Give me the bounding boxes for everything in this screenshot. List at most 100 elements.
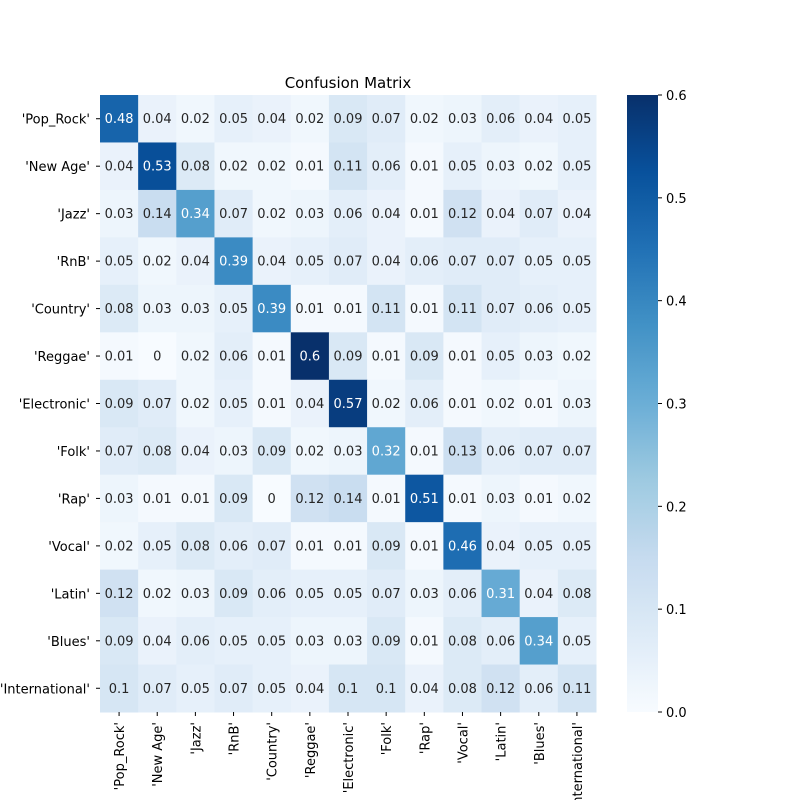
heatmap-cell (367, 237, 406, 286)
cell-value-label: 0.03 (219, 444, 248, 459)
cell-value-label: 0.05 (257, 682, 286, 697)
heatmap-cell (100, 142, 139, 191)
cell-value-label: 0.04 (257, 255, 286, 270)
cell-value-label: 0.06 (334, 207, 363, 222)
cell-value-label: 0.12 (448, 207, 477, 222)
heatmap-cell (252, 379, 292, 428)
heatmap-cell (290, 189, 330, 238)
colorbar-tick-label: 0.0 (666, 706, 687, 721)
heatmap-cell (290, 617, 330, 666)
heatmap-cell (367, 474, 406, 523)
heatmap-cell (367, 95, 406, 143)
colorbar-tick-label: 0.5 (666, 192, 687, 207)
heatmap-cell (176, 237, 215, 286)
cell-value-label: 0.05 (219, 112, 248, 127)
cell-value-label: 0.02 (105, 539, 134, 554)
heatmap-cell (481, 664, 521, 713)
cell-value-label: 0.04 (562, 207, 591, 222)
heatmap-cell (557, 237, 597, 286)
cell-value-label: 0.12 (486, 682, 515, 697)
heatmap-cell (138, 427, 177, 476)
y-tick-label: 'Folk' (57, 445, 90, 460)
heatmap-cell (519, 284, 559, 333)
y-tick-label: 'Rap' (58, 492, 90, 507)
cell-value-label: 0.03 (295, 634, 324, 649)
cell-value-label: 0.08 (448, 634, 477, 649)
heatmap-cell (405, 379, 444, 428)
heatmap-cell (290, 237, 330, 286)
heatmap-cell (328, 142, 368, 191)
heatmap-cell (252, 569, 292, 618)
heatmap-cell (481, 142, 521, 191)
cell-value-label: 0.06 (486, 634, 515, 649)
cell-value-label: 0.05 (562, 112, 591, 127)
heatmap-cell (100, 664, 139, 713)
heatmap-cell (328, 284, 368, 333)
cell-value-label: 0.39 (257, 302, 286, 317)
heatmap-cell (214, 522, 254, 571)
heatmap-cell (443, 284, 483, 333)
cell-value-label: 0.01 (372, 492, 401, 507)
heatmap-cell (100, 379, 139, 428)
cell-value-label: 0.12 (295, 492, 324, 507)
heatmap-cell (443, 617, 483, 666)
cell-value-label: 0.06 (486, 112, 515, 127)
heatmap-cell (405, 569, 444, 618)
cell-value-label: 0.02 (257, 207, 286, 222)
x-tick-label: 'Jazz' (189, 722, 204, 755)
heatmap-cell (290, 427, 330, 476)
heatmap-cell (405, 427, 444, 476)
y-tick-label: 'New Age' (25, 160, 90, 175)
heatmap-cell (557, 569, 597, 618)
cell-value-label: 0.02 (410, 112, 439, 127)
x-tick-label: 'Folk' (380, 722, 395, 755)
cell-value-label: 0.08 (448, 682, 477, 697)
heatmap-cell (290, 95, 330, 143)
heatmap-cell (176, 332, 215, 381)
cell-value-label: 0.04 (372, 207, 401, 222)
heatmap-cell (405, 284, 444, 333)
cell-value-label: 0.09 (219, 492, 248, 507)
heatmap-cell (252, 427, 292, 476)
cell-value-label: 0.05 (219, 302, 248, 317)
cell-value-label: 0.01 (181, 492, 210, 507)
cell-value-label: 0.04 (143, 634, 172, 649)
heatmap-cell (481, 332, 521, 381)
cell-value-label: 0.07 (105, 444, 134, 459)
cell-value-label: 0.46 (448, 539, 477, 554)
cell-value-label: 0.14 (143, 207, 172, 222)
heatmap-cell (100, 427, 139, 476)
heatmap-cell (176, 142, 215, 191)
cell-value-label: 0.01 (410, 444, 439, 459)
heatmap-cell (176, 664, 215, 713)
cell-value-label: 0.1 (376, 682, 397, 697)
cell-value-label: 0.02 (295, 444, 324, 459)
heatmap-cell (481, 95, 521, 143)
heatmap-cell (100, 95, 139, 143)
cell-value-label: 0.05 (219, 634, 248, 649)
heatmap-cell (214, 237, 254, 286)
cell-value-label: 0.04 (143, 112, 172, 127)
cell-value-label: 0.09 (219, 587, 248, 602)
x-tick-label: 'Country' (266, 722, 281, 781)
cell-value-label: 0.02 (143, 587, 172, 602)
heatmap-cell (138, 617, 177, 666)
heatmap-cell (138, 142, 177, 191)
colorbar-tick-label: 0.2 (666, 500, 687, 515)
cell-value-label: 0.01 (448, 397, 477, 412)
y-tick-label: 'Jazz' (57, 208, 90, 223)
heatmap-cell (290, 379, 330, 428)
cell-value-label: 0.05 (562, 634, 591, 649)
cell-value-label: 0.12 (105, 587, 134, 602)
cell-value-label: 0.07 (486, 255, 515, 270)
heatmap-cell (519, 474, 559, 523)
cell-value-label: 0.32 (372, 444, 401, 459)
heatmap-cell (138, 664, 177, 713)
cell-value-label: 0.01 (410, 302, 439, 317)
heatmap-cell (557, 522, 597, 571)
cell-value-label: 0 (268, 492, 276, 507)
heatmap-cell (214, 332, 254, 381)
cell-value-label: 0.01 (448, 350, 477, 365)
cell-value-label: 0.04 (295, 397, 324, 412)
heatmap-cell (443, 237, 483, 286)
